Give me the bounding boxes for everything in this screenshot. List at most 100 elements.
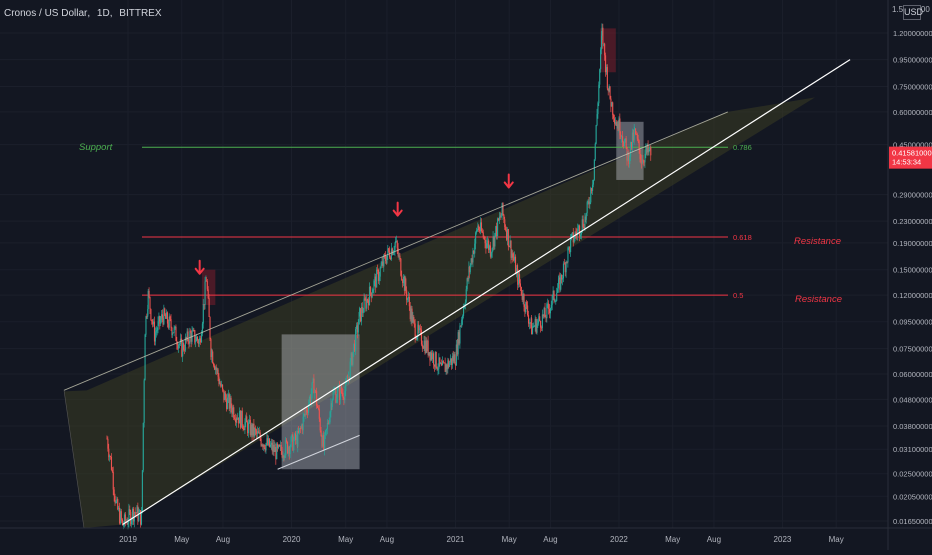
candle-body: [197, 340, 199, 344]
candle-body: [579, 225, 581, 237]
candle-body: [635, 128, 637, 135]
candle-body: [433, 364, 435, 367]
candle-body: [496, 226, 498, 237]
candle-body: [269, 438, 271, 447]
candle-body: [431, 352, 433, 360]
candle-body: [221, 384, 223, 387]
candle-body: [482, 232, 484, 238]
candle-body: [123, 525, 125, 526]
candle-body: [608, 86, 610, 92]
candle-body: [389, 251, 391, 258]
candle-body: [138, 512, 140, 521]
candle-body: [370, 292, 372, 298]
candle-body: [476, 230, 478, 233]
candle-body: [111, 469, 113, 472]
candle-body: [588, 201, 590, 205]
candle-body: [454, 354, 456, 365]
currency-unit-button[interactable]: USD: [903, 5, 923, 20]
candle-body: [288, 447, 290, 455]
candle-body: [329, 411, 331, 423]
candle-body: [561, 274, 563, 280]
candle-body: [450, 358, 452, 363]
candle-body: [212, 351, 214, 364]
candle-body: [493, 236, 495, 247]
candle-body: [289, 446, 291, 455]
candle-body: [599, 69, 601, 85]
candle-body: [188, 341, 190, 344]
price-tick-label: 0.03100000: [893, 445, 932, 454]
candle-body: [600, 49, 602, 70]
candle-body: [429, 352, 431, 361]
candle-body: [503, 214, 505, 220]
candle-body: [319, 418, 321, 431]
price-tick-label: 0.09500000: [893, 318, 932, 327]
candle-body: [635, 134, 638, 136]
candle-body: [118, 507, 120, 510]
candle-body: [189, 330, 191, 333]
candle-body: [270, 442, 272, 445]
candle-body: [549, 308, 551, 314]
candle-body: [563, 263, 565, 265]
candle-body: [359, 308, 362, 322]
candle-body: [383, 255, 385, 267]
candle-body: [117, 499, 119, 510]
candle-body: [443, 362, 445, 364]
candle-body: [263, 444, 265, 449]
candle-body: [492, 236, 494, 249]
candle-body: [354, 343, 356, 351]
candle-body: [637, 138, 639, 141]
candle-body: [318, 408, 320, 419]
candle-body: [147, 309, 149, 317]
candle-body: [232, 407, 234, 414]
current-price-bg: [889, 146, 932, 169]
candle-body: [210, 339, 212, 358]
candle-body: [577, 228, 579, 235]
candle-body: [205, 280, 207, 282]
candle-body: [218, 376, 220, 384]
candle-body: [230, 397, 232, 408]
candle-body: [336, 397, 338, 403]
candle-body: [636, 134, 638, 139]
candle-body: [134, 512, 136, 513]
candle-body: [642, 159, 644, 162]
candle-body: [142, 422, 144, 471]
time-tick-label: 2019: [119, 535, 137, 544]
candle-body: [527, 315, 530, 324]
candle-body: [334, 391, 336, 393]
candle-body: [348, 376, 350, 380]
candle-body: [129, 509, 131, 512]
candle-body: [504, 219, 506, 228]
candle-body: [480, 222, 482, 232]
candle-body: [490, 252, 492, 257]
candle-body: [524, 306, 526, 313]
candle-body: [394, 243, 396, 251]
candle-body: [252, 423, 254, 436]
candle-body: [313, 378, 315, 394]
candle-body: [294, 433, 296, 441]
candle-body: [335, 391, 337, 403]
candle-body: [410, 308, 412, 320]
candle-body: [369, 286, 371, 293]
candle-body: [292, 434, 294, 451]
candle-body: [388, 248, 390, 252]
candle-body: [428, 352, 430, 356]
candle-body: [375, 276, 377, 288]
candle-body: [220, 383, 222, 387]
candle-body: [337, 388, 339, 398]
candle-body: [526, 301, 528, 306]
candle-body: [222, 384, 224, 389]
candle-body: [394, 241, 397, 244]
candle-body: [279, 444, 281, 447]
time-tick-label: May: [665, 535, 680, 544]
candle-body: [426, 340, 428, 352]
candle-body: [538, 316, 540, 321]
candle-body: [213, 363, 215, 366]
candle-body: [366, 299, 368, 309]
candle-body: [258, 432, 260, 434]
candle-body: [256, 430, 258, 434]
candle-body: [477, 225, 479, 230]
candle-body: [275, 447, 277, 460]
header-separator: ,: [109, 8, 113, 19]
